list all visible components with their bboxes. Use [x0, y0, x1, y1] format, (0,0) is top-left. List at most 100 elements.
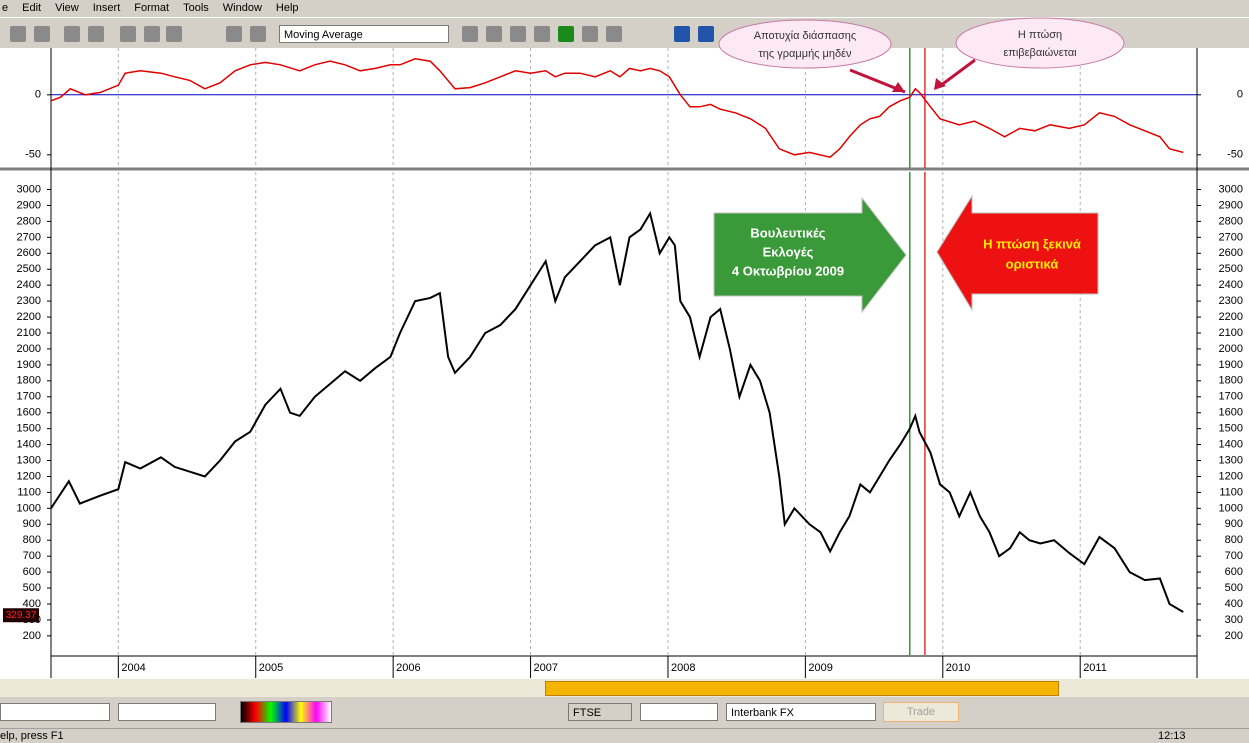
arrow-text: Η πτώση ξεκινά	[983, 236, 1081, 251]
y-tick-label: 0	[1237, 89, 1243, 101]
y-tick-label: -50	[1227, 149, 1243, 161]
y-tick-label: 3000	[1219, 183, 1243, 195]
y-tick-label: 2500	[1219, 263, 1243, 275]
status-time: 12:13	[1158, 730, 1186, 742]
menu-item[interactable]: Insert	[92, 2, 121, 14]
menu-item[interactable]: Edit	[22, 2, 42, 14]
scrollbar[interactable]	[0, 679, 1249, 697]
y-tick-label: 1100	[1219, 486, 1243, 498]
preview-button[interactable]	[88, 26, 104, 42]
copy-button[interactable]	[144, 26, 160, 42]
y-tick-label: 2700	[1219, 231, 1243, 243]
y-tick-label: 1700	[1219, 391, 1243, 403]
y-tick-label: 2000	[1219, 343, 1243, 355]
y-tick-label: 2900	[17, 199, 41, 211]
y-tick-label: 700	[23, 550, 41, 562]
y-tick-label: 1800	[1219, 375, 1243, 387]
menu-item[interactable]: Help	[275, 2, 299, 14]
feed-dropdown[interactable]: Interbank FX	[726, 703, 876, 721]
menu-item[interactable]: e	[2, 2, 9, 14]
callout-text: Αποτυχία διάσπασης	[754, 30, 856, 42]
arrow-text: οριστικά	[1006, 256, 1059, 271]
cut-button[interactable]	[120, 26, 136, 42]
y-tick-label: 2400	[1219, 279, 1243, 291]
save-button[interactable]	[34, 26, 50, 42]
trade-button[interactable]	[558, 26, 574, 42]
arrow-text: Βουλευτικές	[750, 225, 825, 240]
scroll-thumb[interactable]	[545, 681, 1059, 696]
y-tick-label: 1500	[1219, 423, 1243, 435]
window-button[interactable]	[698, 26, 714, 42]
last-value-label: 329.37	[6, 610, 37, 621]
y-tick-label: 400	[23, 598, 41, 610]
y-tick-label: 1400	[17, 438, 41, 450]
y-tick-label: 1900	[17, 359, 41, 371]
line-width-dropdown[interactable]	[118, 703, 216, 721]
crosshair-button[interactable]	[226, 26, 242, 42]
menu-item[interactable]: Format	[134, 2, 170, 14]
y-tick-label: 1700	[17, 391, 41, 403]
y-tick-label: 2000	[17, 343, 41, 355]
y-tick-label: 2400	[17, 279, 41, 291]
y-tick-label: 1600	[17, 407, 41, 419]
x-tick-label: 2008	[671, 662, 695, 674]
symbol-box[interactable]: FTSE	[568, 703, 632, 721]
fx-button[interactable]	[510, 26, 526, 42]
feed: Interbank FX	[731, 707, 794, 719]
fall-arrow	[936, 194, 1099, 312]
color-palette[interactable]	[240, 701, 332, 723]
arrow-text: 4 Οκτωβρίου 2009	[732, 263, 844, 278]
y-tick-label: 400	[1225, 598, 1243, 610]
chart-background	[0, 48, 1249, 680]
y-tick-label: 1300	[1219, 454, 1243, 466]
y-tick-label: 2800	[17, 215, 41, 227]
y-tick-label: 2800	[1219, 215, 1243, 227]
toolbar: Moving Average	[0, 17, 1249, 48]
last-value-box	[3, 608, 39, 623]
help-button[interactable]	[606, 26, 622, 42]
x-tick-label: 2004	[121, 662, 145, 674]
y-tick-label: -50	[25, 149, 41, 161]
plots: -50 -50 0 0 2004 2005 2006 2007 2008 2009 2010 2011…	[3, 48, 1243, 678]
y-tick-label: 500	[1225, 582, 1243, 594]
callout-arrow	[939, 58, 976, 88]
period-dropdown[interactable]	[640, 703, 718, 721]
symbol: FTSE	[573, 707, 602, 719]
y-tick-label: 600	[23, 566, 41, 578]
y-tick-label: 1200	[17, 470, 41, 482]
y-tick-label: 700	[1225, 550, 1243, 562]
y-tick-label: 3000	[17, 183, 41, 195]
tool-button[interactable]	[582, 26, 598, 42]
tool-button[interactable]	[534, 26, 550, 42]
y-tick-label: 600	[1225, 566, 1243, 578]
y-tick-label: 200	[1225, 630, 1243, 642]
print-button[interactable]	[64, 26, 80, 42]
y-tick-label: 500	[23, 582, 41, 594]
menu-item[interactable]: Tools	[183, 2, 209, 14]
x-tick-label: 2007	[534, 662, 558, 674]
y-tick-label: 0	[35, 89, 41, 101]
data-line	[50, 58, 1184, 159]
y-tick-label: 1300	[17, 454, 41, 466]
callout-arrowhead	[934, 78, 946, 90]
y-tick-label: 300	[1225, 614, 1243, 626]
arrow-text: Εκλογές	[763, 244, 814, 259]
callout-arrowhead	[892, 82, 905, 92]
window-button[interactable]	[674, 26, 690, 42]
y-tick-label: 1900	[1219, 359, 1243, 371]
tool-button[interactable]	[486, 26, 502, 42]
open-button[interactable]	[10, 26, 26, 42]
trade-button[interactable]: Trade	[883, 702, 959, 722]
indicator-dropdown[interactable]: Moving Average	[279, 25, 449, 43]
menu-item[interactable]: View	[55, 2, 79, 14]
y-tick-label: 1400	[1219, 438, 1243, 450]
zoom-button[interactable]	[250, 26, 266, 42]
status-bar: elp, press F1 12:13	[0, 728, 1249, 743]
chart-area: -50 -50 0 0 2004 2005 2006 2007 2008 2009 2010 2011…	[0, 17, 1249, 680]
tool-button[interactable]	[462, 26, 478, 42]
paste-button[interactable]	[166, 26, 182, 42]
line-style-dropdown[interactable]	[0, 703, 110, 721]
y-tick-label: 2300	[17, 295, 41, 307]
menu-item[interactable]: Window	[222, 2, 262, 14]
y-tick-label: 2700	[17, 231, 41, 243]
